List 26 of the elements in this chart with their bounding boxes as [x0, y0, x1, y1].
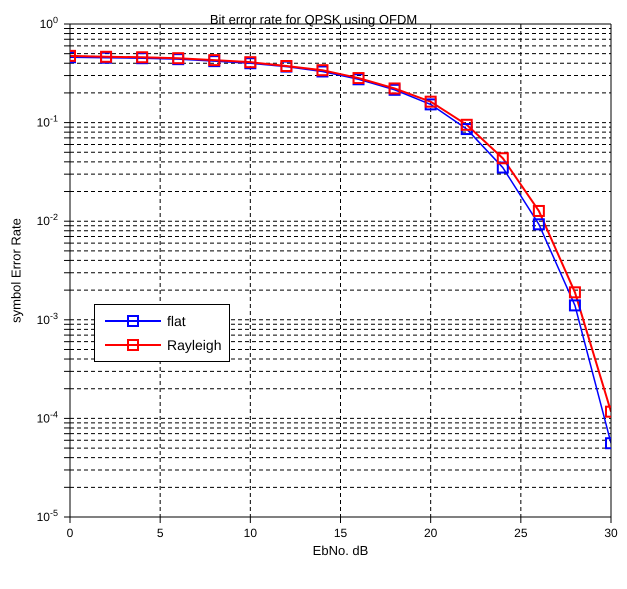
- point: [568, 299, 581, 312]
- point: [460, 123, 473, 136]
- y-tick-label: 10$^{-3}$: [36, 310, 58, 327]
- x-axis-title: EbNo. dB: [312, 543, 368, 558]
- y-tick-label: 10$^{-5}$: [36, 508, 58, 524]
- y-tick-label: 10$^{-4}$: [36, 409, 58, 426]
- y-tick-label: 10$^{-2}$: [36, 212, 58, 228]
- point: [424, 96, 437, 108]
- legend-label: flat: [167, 313, 186, 329]
- point: [532, 218, 545, 230]
- y-axis-title: symbol Error Rate: [8, 218, 24, 323]
- y-tick-label: 10$^{-1}$: [36, 114, 58, 130]
- point: [568, 286, 581, 298]
- x-tick-label: 5: [156, 526, 164, 540]
- x-tick-label: 15: [334, 526, 348, 540]
- point: [532, 204, 545, 217]
- point: [496, 152, 509, 164]
- point: [460, 118, 473, 131]
- x-tick-label: 0: [66, 526, 74, 540]
- legend-label: Rayleigh: [167, 337, 222, 353]
- x-tick-label: 20: [424, 526, 438, 540]
- x-tick-label: 10: [244, 526, 258, 540]
- point: [496, 162, 509, 174]
- x-tick-label: 25: [514, 526, 528, 540]
- y-tick-label: 10$^{0}$: [40, 15, 58, 31]
- x-tick-label: 30: [604, 526, 618, 540]
